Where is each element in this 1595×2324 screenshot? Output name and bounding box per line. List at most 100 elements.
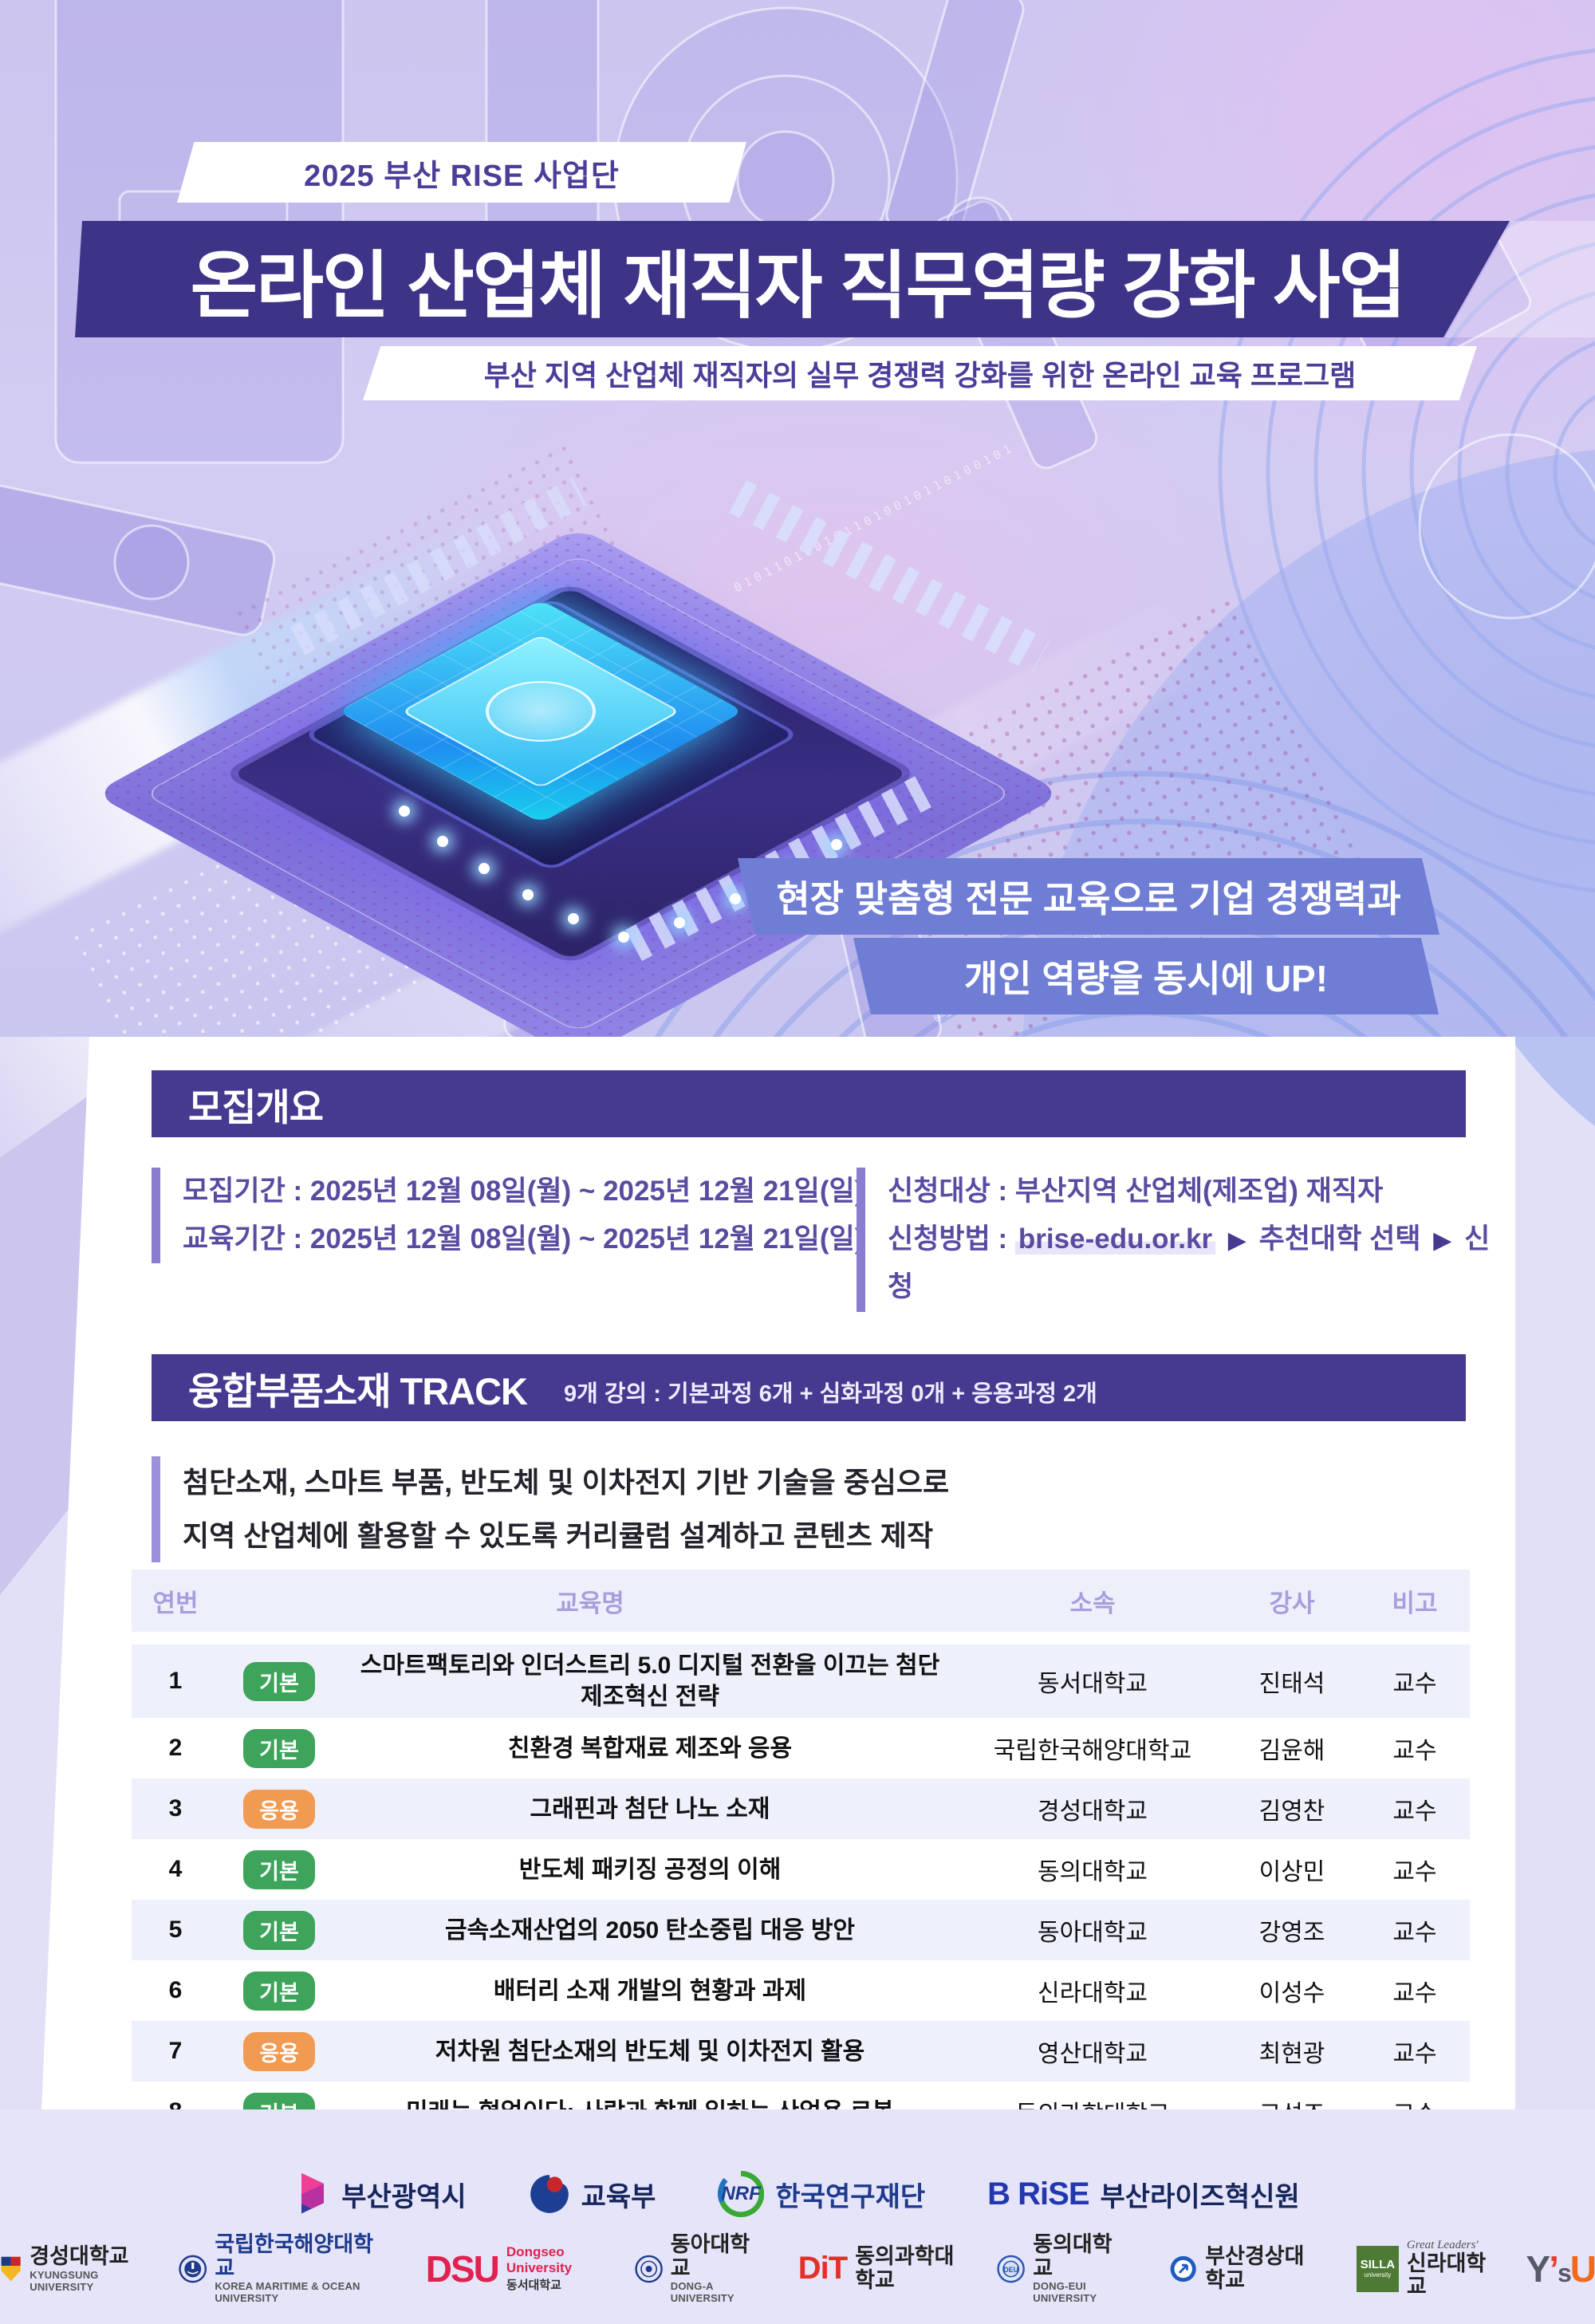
dsu-logo-abbr: DSU	[425, 2247, 500, 2290]
cell-note: 교수	[1392, 1920, 1437, 1946]
sponsor-nrf: NRF 한국연구재단	[718, 2170, 926, 2217]
cell-no: 7	[168, 2038, 183, 2064]
university-logo-row: 경성대학교 KYUNGSUNG UNIVERSITY 국립한국해양대학교 KOR…	[0, 2232, 1595, 2305]
recruit-period-block: 모집기간 : 2025년 12월 08일(월) ~ 2025년 12월 21일(…	[152, 1168, 864, 1264]
application-method-line: 신청방법 : brise-edu.or.kr ▶ 추천대학 선택 ▶ 신청	[888, 1215, 1515, 1311]
glow-dot	[730, 893, 741, 904]
uni-name-en: KYUNGSUNG UNIVERSITY	[30, 2268, 99, 2293]
slogan-line-1: 현장 맞춤형 전문 교육으로 기업 경쟁력과	[776, 878, 1401, 920]
uni-name-en: DONG-A UNIVERSITY	[670, 2280, 734, 2305]
recruit-period-line: 모집기간 : 2025년 12월 08일(월) ~ 2025년 12월 21일(…	[183, 1168, 864, 1215]
track-description-line-2: 지역 산업체에 활용할 수 있도록 커리큘럼 설계하고 콘텐츠 제작	[183, 1518, 934, 1552]
cell-lecturer: 강영조	[1258, 1920, 1325, 1946]
dongeui-logo-icon: DEU	[997, 2255, 1025, 2283]
cell-no: 8	[132, 2098, 219, 2109]
cell-org: 신라대학교	[1038, 1980, 1148, 2007]
uni-name-en: Dongseo University	[506, 2244, 573, 2276]
col-header-no: 연번	[152, 1589, 199, 1617]
recruit-section-title: 모집개요	[188, 1085, 324, 1129]
cell-no: 6	[168, 1977, 183, 2003]
uni-dongseo: DSU Dongseo University 동서대학교	[426, 2244, 595, 2293]
chip-core-circle	[463, 668, 619, 754]
application-method-label: 신청방법	[888, 1223, 990, 1255]
cell-note: 교수	[1392, 1671, 1437, 1697]
uni-kyungsung: 경성대학교 KYUNGSUNG UNIVERSITY	[0, 2244, 139, 2293]
cell-note: 교수	[1392, 1859, 1437, 1885]
cell-note: 교수	[1392, 2041, 1437, 2067]
uni-name-en: KOREA MARITIME & OCEAN UNIVERSITY	[215, 2280, 360, 2305]
uni-name: 국립한국해양대학교	[215, 2232, 374, 2280]
cell-lecturer: 고석조	[1224, 2094, 1360, 2109]
nrf-logo-icon: NRF	[718, 2170, 765, 2217]
cell-note: 교수	[1392, 1980, 1437, 2007]
donga-logo-icon	[634, 2255, 663, 2283]
track-section-subtitle: 9개 강의 : 기본과정 6개 + 심화과정 0개 + 응용과정 2개	[563, 1381, 1097, 1407]
cell-title: 그래핀과 첨단 나노 소재	[530, 1795, 770, 1822]
cell-org: 동아대학교	[1038, 1920, 1148, 1946]
glow-dot	[568, 913, 579, 924]
course-table-body: 1 기본 스마트팩토리와 인더스트리 5.0 디지털 전환을 이끄는 첨단 제조…	[132, 1645, 1470, 2110]
course-table-header: 연번 교육명 소속 강사 비고	[132, 1570, 1470, 1632]
cell-title: 친환경 복합재료 제조와 응용	[507, 1735, 793, 1762]
svg-text:DEU: DEU	[1003, 2266, 1018, 2274]
education-period-value: 2025년 12월 08일(월) ~ 2025년 12월 21일(일)	[309, 1223, 864, 1255]
cell-title: 미래는 협업이다: 사람과 함께 일하는 산업용 로봇	[339, 2097, 961, 2110]
sponsor-label: 한국연구재단	[775, 2181, 926, 2212]
track-description-block: 첨단소재, 스마트 부품, 반도체 및 이차전지 기반 기술을 중심으로 지역 …	[152, 1456, 950, 1563]
glow-dot	[522, 889, 534, 900]
separator: :	[285, 1223, 310, 1255]
education-period-line: 교육기간 : 2025년 12월 08일(월) ~ 2025년 12월 21일(…	[183, 1215, 864, 1263]
table-row: 1 기본 스마트팩토리와 인더스트리 5.0 디지털 전환을 이끄는 첨단 제조…	[132, 1645, 1470, 1718]
cell-lecturer: 최현광	[1258, 2041, 1325, 2067]
level-badge: 기본	[243, 1971, 315, 2011]
application-target-label: 신청대상	[888, 1176, 990, 1207]
page-subtitle: 부산 지역 산업체 재직자의 실무 경쟁력 강화를 위한 온라인 교육 프로그램	[483, 359, 1357, 392]
arrow-icon: ▶	[1433, 1227, 1452, 1255]
col-header-lecturer: 강사	[1269, 1589, 1315, 1617]
brise-logo-abbr: B RiSE	[987, 2176, 1089, 2212]
cell-no: 1	[168, 1668, 183, 1694]
silla-logo-block: SILLA university	[1356, 2245, 1399, 2292]
cell-org: 동의과학대학교	[961, 2094, 1224, 2109]
track-description-line-1: 첨단소재, 스마트 부품, 반도체 및 이차전지 기반 기술을 중심으로	[183, 1466, 950, 1499]
table-row: 6 기본 배터리 소재 개발의 현황과 과제 신라대학교 이성수 교수	[132, 1960, 1470, 2021]
cell-no: 3	[168, 1795, 183, 1822]
uni-youngsan: Y’sU	[1526, 2247, 1595, 2291]
separator: :	[990, 1223, 1015, 1255]
page-title: 온라인 산업체 재직자 직무역량 강화 사업	[190, 245, 1407, 327]
uni-donga: 동아대학교 DONG-A UNIVERSITY	[634, 2232, 758, 2305]
sponsor-ministry-of-education: 교육부	[529, 2173, 656, 2215]
level-badge: 기본	[243, 1728, 315, 1768]
glow-dot	[399, 806, 410, 817]
kyungsung-logo-icon	[1, 2256, 21, 2281]
application-info-block: 신청대상 : 부산지역 산업체(제조업) 재직자 신청방법 : brise-ed…	[857, 1168, 1515, 1312]
separator: :	[990, 1176, 1015, 1207]
recruit-period-value: 2025년 12월 08일(월) ~ 2025년 12월 21일(일)	[309, 1176, 864, 1207]
cell-lecturer: 김영찬	[1258, 1798, 1325, 1825]
cell-no: 5	[168, 1916, 183, 1943]
course-table: 연번 교육명 소속 강사 비고 1 기본 스마트팩토리와 인더스트리 5.0 디…	[132, 1570, 1470, 2110]
kmou-logo-icon	[179, 2255, 207, 2283]
sponsor-label: 부산라이즈혁신원	[1100, 2181, 1300, 2212]
cell-org: 동의대학교	[1038, 1859, 1148, 1885]
education-period-label: 교육기간	[183, 1223, 286, 1255]
sponsor-busan-city: 부산광역시	[295, 2172, 467, 2216]
level-badge: 응용	[243, 1789, 315, 1829]
uni-dit: DiT 동의과학대학교	[798, 2244, 957, 2292]
moe-logo-icon	[530, 2175, 569, 2213]
level-badge: 응용	[243, 2031, 315, 2071]
recruit-period-label: 모집기간	[183, 1176, 286, 1207]
silla-abbr-sub: university	[1364, 2271, 1392, 2279]
application-step-2: 신청	[888, 1223, 1491, 1303]
cell-org: 동서대학교	[1038, 1671, 1148, 1697]
table-row: 5 기본 금속소재산업의 2050 탄소중립 대응 방안 동아대학교 강영조 교…	[132, 1900, 1470, 1960]
silla-tagline: Great Leaders'	[1406, 2238, 1479, 2251]
application-target-value: 부산지역 산업체(제조업) 재직자	[1014, 1176, 1384, 1207]
cell-org: 경성대학교	[1038, 1798, 1148, 1825]
table-row: 8 기본 미래는 협업이다: 사람과 함께 일하는 산업용 로봇 동의과학대학교…	[132, 2082, 1470, 2110]
cell-lecturer: 진태석	[1258, 1671, 1325, 1697]
table-row: 2 기본 친환경 복합재료 제조와 응용 국립한국해양대학교 김윤해 교수	[132, 1718, 1470, 1778]
recruit-section-header: 모집개요	[152, 1070, 1466, 1137]
uni-name: 부산경상대학교	[1205, 2244, 1305, 2292]
